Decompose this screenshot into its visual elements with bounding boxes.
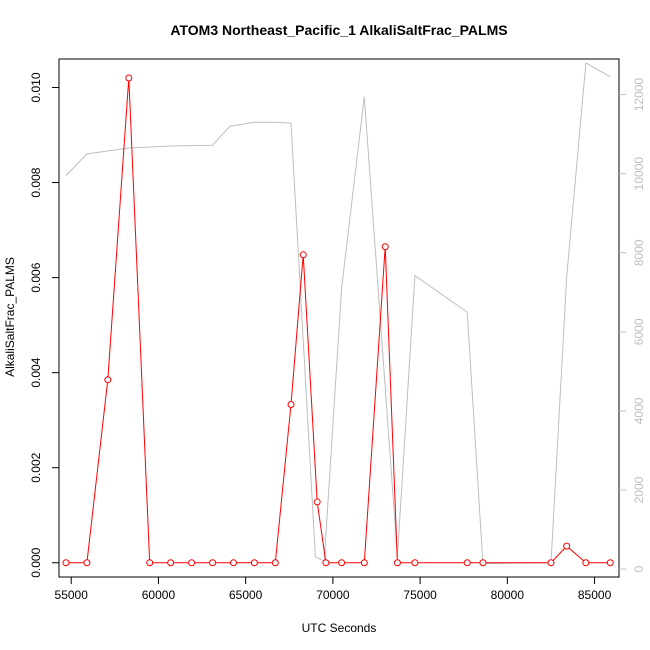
data-point (188, 559, 196, 567)
x-tick-label: 85000 (578, 588, 612, 602)
data-point (229, 559, 237, 567)
data-point (313, 498, 321, 506)
y2-tick-label: 8000 (632, 239, 646, 266)
series-right-axis (65, 62, 611, 565)
y-tick-label: 0.000 (29, 547, 43, 577)
y-tick-label: 0.004 (29, 357, 43, 387)
y-axis-left: 0.000 0.002 0.004 0.006 0.008 0.010 (29, 72, 59, 578)
x-axis: 55000 60000 65000 70000 75000 80000 85000 (55, 576, 612, 602)
data-point (62, 559, 70, 567)
data-point (104, 376, 112, 384)
x-tick-label: 55000 (55, 588, 89, 602)
data-point (167, 559, 175, 567)
data-point (606, 559, 614, 567)
x-tick-label: 75000 (403, 588, 437, 602)
data-point (287, 400, 295, 408)
data-point (381, 243, 389, 251)
series-left-axis (62, 74, 614, 567)
plot-frame (58, 58, 620, 578)
y-axis-label: AlkaliSaltFrac_PALMS (3, 257, 17, 377)
y2-tick-label: 0 (632, 565, 646, 572)
data-point (463, 559, 471, 567)
y2-tick-label: 2000 (632, 476, 646, 503)
data-point (479, 559, 487, 567)
data-point (360, 559, 368, 567)
y-tick-label: 0.006 (29, 262, 43, 292)
y-tick-label: 0.008 (29, 167, 43, 197)
data-point (271, 559, 279, 567)
data-point (563, 542, 571, 550)
y2-tick-label: 12000 (632, 78, 646, 112)
x-axis-label: UTC Seconds (302, 621, 377, 635)
chart-title: ATOM3 Northeast_Pacific_1 AlkaliSaltFrac… (170, 22, 507, 38)
x-tick-label: 65000 (229, 588, 263, 602)
x-tick-label: 80000 (491, 588, 525, 602)
y2-tick-label: 6000 (632, 318, 646, 345)
x-tick-label: 60000 (142, 588, 176, 602)
data-point (209, 559, 217, 567)
data-point (338, 559, 346, 567)
y2-tick-label: 10000 (632, 157, 646, 191)
data-point (322, 559, 330, 567)
data-point (582, 559, 590, 567)
data-point (250, 559, 258, 567)
y-tick-label: 0.010 (29, 72, 43, 102)
y-tick-label: 0.002 (29, 452, 43, 482)
plot-box (58, 58, 620, 578)
data-point (83, 559, 91, 567)
y2-tick-label: 4000 (632, 397, 646, 424)
data-point (146, 559, 154, 567)
data-point (125, 74, 133, 82)
series-left-line (66, 77, 611, 564)
data-point (299, 251, 307, 259)
series-right-line (65, 62, 611, 565)
x-tick-label: 70000 (316, 588, 350, 602)
data-point (547, 559, 555, 567)
y-axis-right: 0 2000 4000 6000 8000 10000 12000 (619, 78, 646, 572)
data-point (411, 559, 419, 567)
data-point (393, 559, 401, 567)
